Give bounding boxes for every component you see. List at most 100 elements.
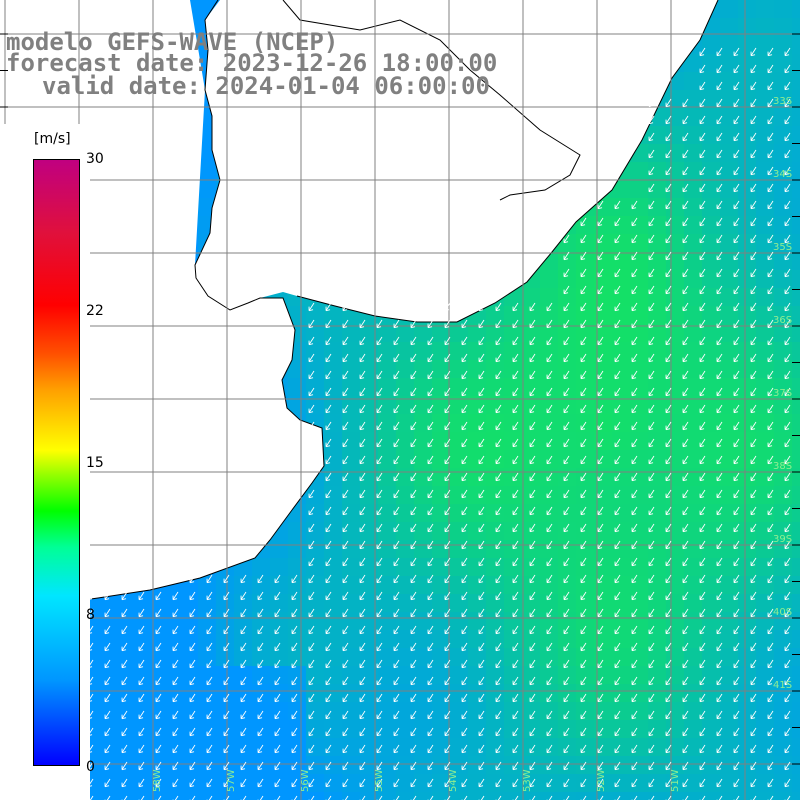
wind-arrow (393, 438, 400, 448)
speed-cell (702, 450, 720, 468)
speed-cell (540, 270, 558, 288)
speed-cell (162, 684, 180, 702)
coastline-north (296, 0, 719, 323)
speed-cell (504, 702, 522, 720)
wind-arrow (767, 115, 774, 125)
speed-cell (216, 612, 234, 630)
wind-arrow (427, 370, 434, 380)
wind-arrow (767, 353, 774, 363)
wind-arrow (733, 200, 740, 210)
speed-cell (648, 162, 666, 180)
wind-arrow (648, 455, 655, 465)
speed-cell (756, 540, 774, 558)
speed-cell (630, 486, 648, 504)
speed-cell (738, 144, 756, 162)
speed-cell (738, 774, 756, 792)
speed-cell (360, 720, 378, 738)
speed-cell (720, 270, 738, 288)
wind-arrow (733, 353, 740, 363)
colorbar-tick-8: 8 (86, 607, 95, 623)
speed-cell (522, 342, 540, 360)
speed-cell (738, 18, 756, 36)
wind-arrow (631, 404, 638, 414)
speed-cell (684, 72, 702, 90)
speed-cell (540, 684, 558, 702)
speed-cell (792, 180, 800, 198)
wind-arrow (427, 404, 434, 414)
wind-arrow (699, 64, 706, 74)
wind-arrow (784, 370, 791, 380)
speed-cell (216, 792, 234, 800)
wind-arrow (699, 370, 706, 380)
wind-arrow (325, 404, 332, 414)
speed-cell (738, 450, 756, 468)
speed-cell (252, 774, 270, 792)
speed-cell (180, 684, 198, 702)
wind-arrow (716, 370, 723, 380)
speed-cell (738, 360, 756, 378)
speed-cell (126, 738, 144, 756)
colorbar-tick-15: 15 (86, 455, 104, 471)
speed-cell (558, 252, 576, 270)
speed-cell (630, 414, 648, 432)
speed-cell (612, 378, 630, 396)
wind-arrow (733, 336, 740, 346)
speed-cell (630, 540, 648, 558)
speed-cell (270, 612, 288, 630)
speed-cell (198, 720, 216, 738)
wind-arrow (529, 455, 536, 465)
wind-arrow (767, 370, 774, 380)
speed-cell (288, 540, 306, 558)
wind-arrow (784, 387, 791, 397)
speed-cell (558, 612, 576, 630)
wind-arrow (682, 455, 689, 465)
speed-cell (774, 144, 792, 162)
wind-arrow (376, 336, 383, 346)
speed-cell (306, 558, 324, 576)
speed-cell (738, 162, 756, 180)
wind-arrow (665, 421, 672, 431)
wind-arrow (784, 251, 791, 261)
speed-cell (126, 792, 144, 800)
speed-cell (234, 792, 252, 800)
speed-cell (702, 108, 720, 126)
speed-cell (738, 648, 756, 666)
speed-cell (630, 792, 648, 800)
speed-cell (648, 630, 666, 648)
speed-cell (594, 486, 612, 504)
wind-arrow (614, 302, 621, 312)
speed-cell (558, 594, 576, 612)
wind-arrow (733, 421, 740, 431)
speed-cell (612, 504, 630, 522)
speed-cell (738, 198, 756, 216)
wind-arrow (648, 404, 655, 414)
speed-cell (522, 594, 540, 612)
speed-cell (540, 288, 558, 306)
speed-cell (702, 324, 720, 342)
speed-cell (396, 504, 414, 522)
speed-cell (720, 36, 738, 54)
wind-arrow (393, 387, 400, 397)
speed-cell (504, 792, 522, 800)
speed-cell (162, 630, 180, 648)
speed-cell (468, 360, 486, 378)
speed-cell (234, 720, 252, 738)
speed-cell (630, 216, 648, 234)
speed-cell (324, 360, 342, 378)
speed-cell (684, 216, 702, 234)
speed-cell (702, 684, 720, 702)
speed-cell (234, 702, 252, 720)
wind-arrow (444, 455, 451, 465)
speed-cell (396, 360, 414, 378)
speed-cell (792, 162, 800, 180)
speed-cell (270, 792, 288, 800)
wind-arrow (410, 387, 417, 397)
wind-arrow (325, 421, 332, 431)
speed-cell (720, 162, 738, 180)
speed-cell (486, 522, 504, 540)
speed-cell (414, 396, 432, 414)
speed-cell (450, 666, 468, 684)
wind-arrow (682, 200, 689, 210)
speed-cell (630, 180, 648, 198)
speed-cell (306, 324, 324, 342)
